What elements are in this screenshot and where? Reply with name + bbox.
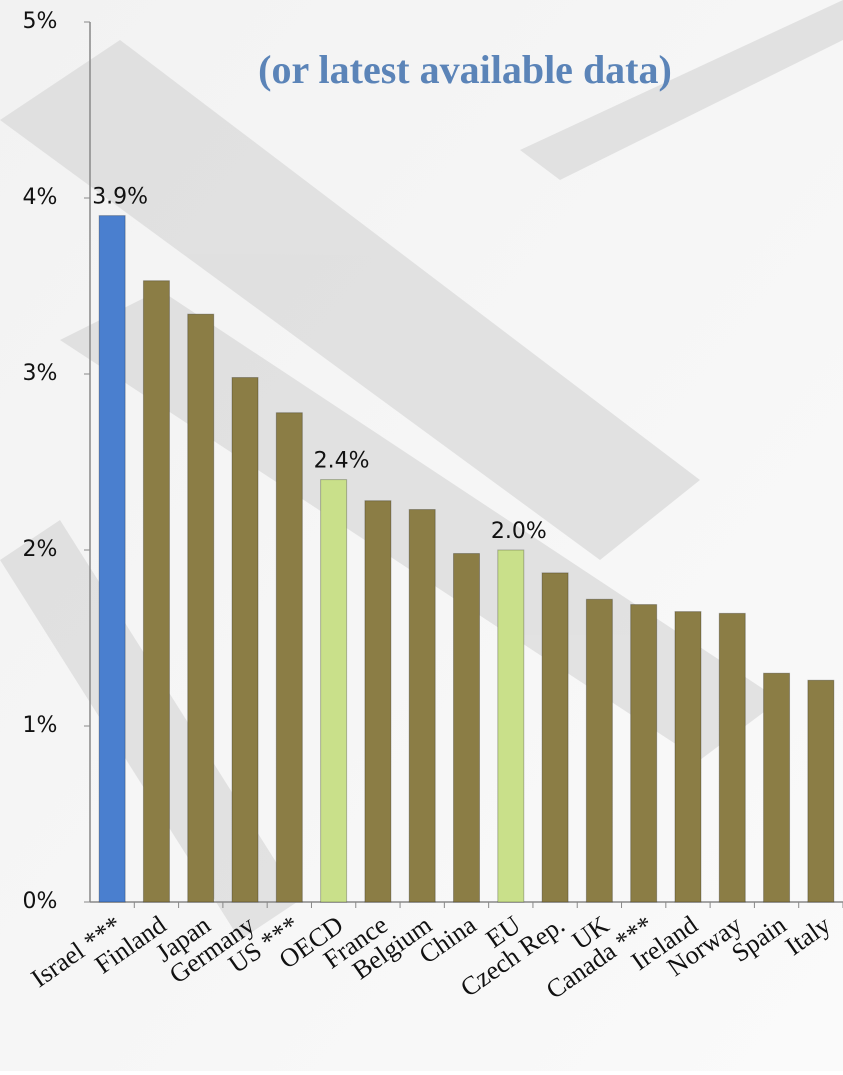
bar bbox=[807, 679, 835, 903]
bar bbox=[187, 313, 215, 903]
y-tick-label: 4% bbox=[23, 185, 58, 210]
bar bbox=[98, 215, 126, 903]
bar bbox=[763, 672, 791, 903]
bar bbox=[585, 598, 613, 903]
y-tick-label: 3% bbox=[23, 361, 58, 386]
bar bbox=[408, 509, 436, 903]
y-tick-label: 2% bbox=[23, 537, 58, 562]
bar bbox=[231, 377, 259, 903]
bar bbox=[364, 500, 392, 903]
bar bbox=[497, 549, 525, 903]
value-label: 2.0% bbox=[491, 519, 547, 544]
value-label: 3.9% bbox=[92, 185, 148, 210]
chart-title: (or latest available data) bbox=[258, 47, 672, 92]
bar bbox=[630, 604, 658, 903]
bar bbox=[718, 612, 746, 903]
value-label: 2.4% bbox=[314, 449, 370, 474]
bar bbox=[142, 280, 170, 903]
bar bbox=[674, 611, 702, 903]
bar bbox=[275, 412, 303, 903]
bar bbox=[541, 572, 569, 903]
bar bbox=[453, 553, 480, 903]
y-tick-label: 1% bbox=[23, 713, 58, 738]
bar bbox=[320, 479, 348, 903]
y-tick-label: 0% bbox=[23, 889, 58, 914]
y-tick-label: 5% bbox=[23, 9, 58, 34]
